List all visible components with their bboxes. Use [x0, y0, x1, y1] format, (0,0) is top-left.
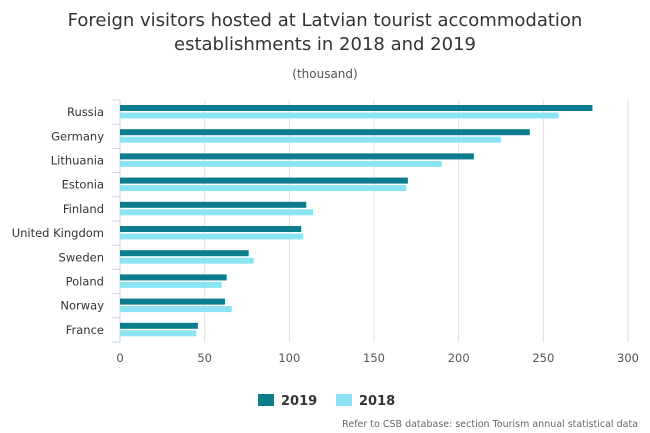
- legend-swatch-2019[interactable]: [258, 394, 274, 406]
- legend: 2019 2018: [258, 394, 395, 409]
- category-label: Russia: [67, 105, 104, 119]
- bar-2018-estonia: [120, 185, 407, 192]
- x-tick-label: 0: [116, 351, 123, 365]
- legend-swatch-2018[interactable]: [336, 394, 352, 406]
- bar-2018-lithuania: [120, 160, 442, 167]
- x-tick-label: 150: [363, 351, 385, 365]
- bar-2019-estonia: [120, 177, 408, 184]
- bar-2019-france: [120, 322, 198, 329]
- category-label: Finland: [63, 202, 104, 216]
- bar-2018-germany: [120, 136, 501, 143]
- x-tick-label: 200: [448, 351, 470, 365]
- legend-label-2018[interactable]: 2018: [359, 394, 395, 409]
- bar-2019-russia: [120, 105, 593, 111]
- chart-subtitle: (thousand): [292, 67, 357, 81]
- category-label: Estonia: [62, 178, 104, 192]
- legend-label-2019[interactable]: 2019: [281, 394, 317, 409]
- bar-2019-sweden: [120, 250, 249, 257]
- bar-2019-norway: [120, 298, 225, 305]
- chart-title-line-1: Foreign visitors hosted at Latvian touri…: [68, 10, 583, 31]
- x-tick-label: 250: [532, 351, 554, 365]
- bar-2018-france: [120, 330, 197, 337]
- chart-title-line-2: establishments in 2018 and 2019: [174, 34, 476, 55]
- bar-2018-norway: [120, 306, 232, 313]
- bar-2018-russia: [120, 112, 559, 119]
- category-label: Lithuania: [51, 154, 104, 168]
- x-tick-label: 300: [617, 351, 639, 365]
- bar-2019-finland: [120, 201, 307, 208]
- bar-2019-poland: [120, 274, 227, 281]
- bar-2018-united-kingdom: [120, 233, 303, 240]
- x-tick-label: 50: [197, 351, 212, 365]
- credit-text: Refer to CSB database: section Tourism a…: [342, 419, 638, 430]
- bar-2018-poland: [120, 281, 222, 288]
- category-label: United Kingdom: [12, 226, 104, 240]
- category-label: Sweden: [59, 250, 104, 264]
- x-tick-label: 100: [278, 351, 300, 365]
- bar-2018-finland: [120, 209, 314, 216]
- category-label: Poland: [66, 275, 104, 289]
- category-label: Norway: [60, 299, 104, 313]
- bar-2018-sweden: [120, 257, 254, 264]
- bar-2019-lithuania: [120, 153, 474, 160]
- category-label: Germany: [51, 129, 104, 143]
- bar-2019-germany: [120, 129, 530, 136]
- bar-2019-united-kingdom: [120, 226, 302, 232]
- category-label: France: [66, 323, 104, 337]
